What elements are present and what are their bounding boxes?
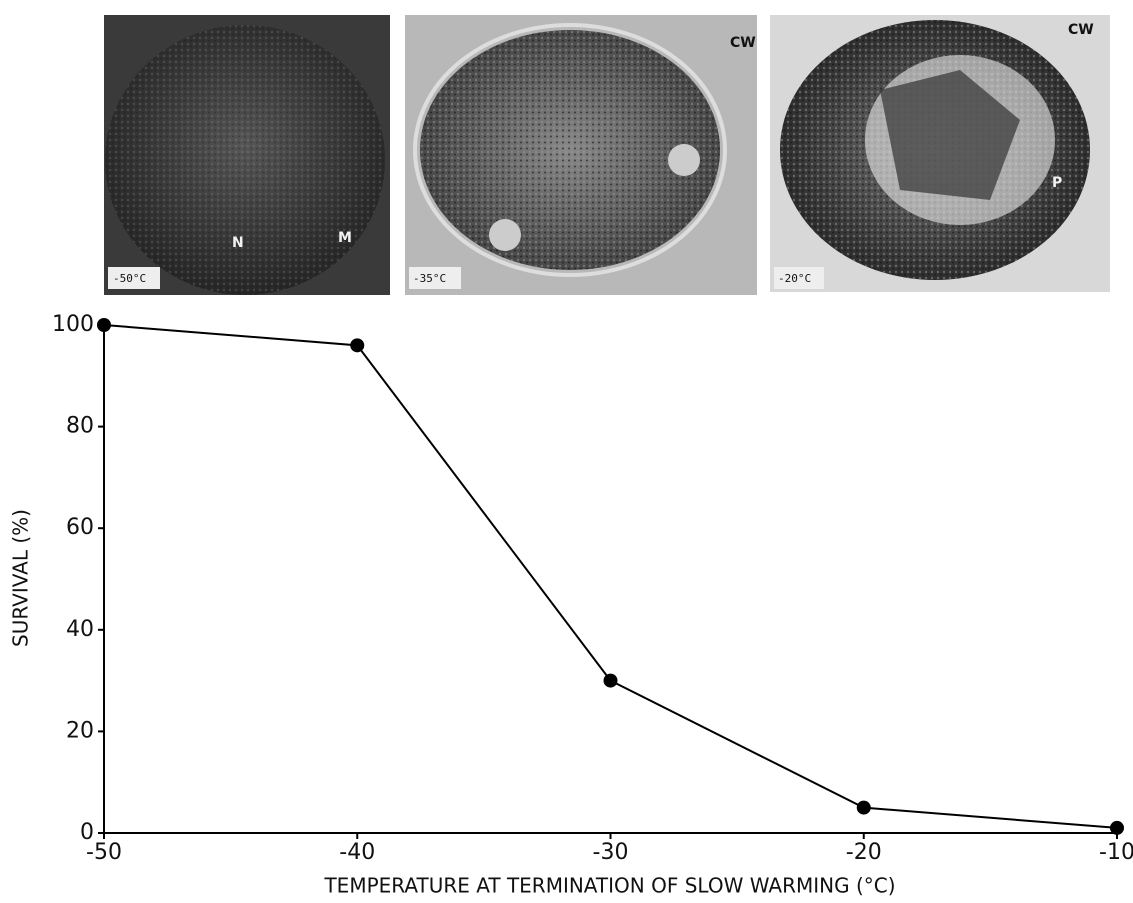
y-tick-label: 100	[52, 312, 94, 337]
x-tick-label: -20	[846, 840, 882, 865]
micrograph: -35°C CW	[405, 15, 757, 295]
y-tick-label: 40	[66, 617, 94, 642]
panel-label: -20°C	[778, 272, 811, 285]
x-tick-label: -50	[86, 840, 122, 865]
micrograph: -20°C CW P	[770, 15, 1110, 292]
x-tick-label: -10	[1099, 840, 1133, 865]
annotation: M	[338, 230, 352, 246]
y-tick-label: 60	[66, 515, 94, 540]
annotation: P	[1052, 175, 1062, 191]
y-tick-label: 80	[66, 414, 94, 439]
y-tick-label: 0	[80, 820, 94, 845]
annotation: CW	[730, 35, 756, 51]
y-axis-label: SURVIVAL (%)	[9, 509, 33, 647]
x-tick-label: -30	[593, 840, 629, 865]
micrograph: -50°C N M	[104, 15, 390, 295]
y-tick-label: 20	[66, 718, 94, 743]
point	[1110, 820, 1124, 835]
point	[97, 318, 111, 332]
x-tick-label: -40	[339, 840, 375, 865]
point	[350, 338, 365, 353]
annotation: CW	[1068, 22, 1094, 38]
panel-label: -50°C	[113, 272, 146, 285]
point	[603, 673, 618, 688]
line	[103, 324, 1118, 829]
annotation: N	[232, 235, 244, 251]
panel-label: -35°C	[413, 272, 446, 285]
point	[856, 800, 871, 815]
x-axis-label: TEMPERATURE AT TERMINATION OF SLOW WARMI…	[323, 874, 895, 898]
